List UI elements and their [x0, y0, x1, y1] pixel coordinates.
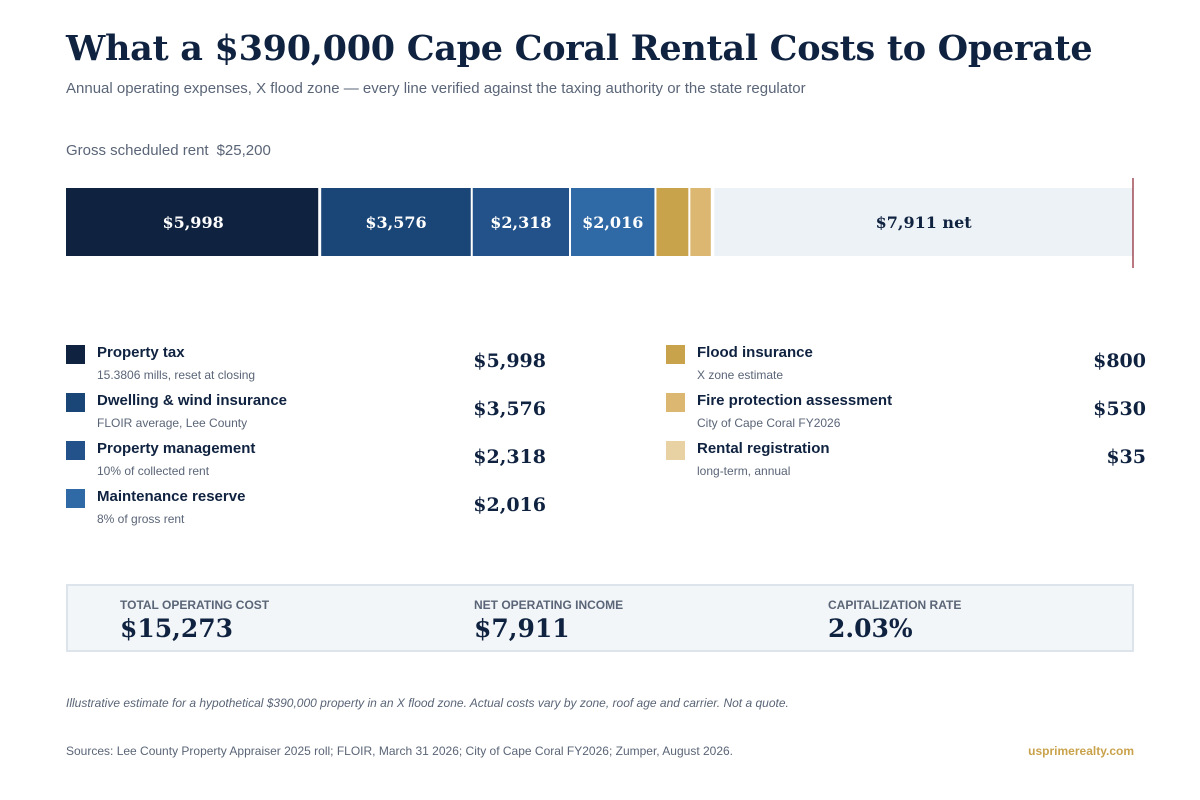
net-operating-income-label: NET OPERATING INCOME [474, 598, 624, 612]
legend-item-note: long-term, annual [697, 464, 791, 478]
cap-rate-label: CAPITALIZATION RATE [828, 598, 962, 612]
legend-item-note: City of Cape Coral FY2026 [697, 416, 841, 430]
legend-item-note: X zone estimate [697, 368, 784, 382]
gross-rent-value: $25,200 [216, 142, 271, 159]
legend-item-note: 8% of gross rent [97, 512, 185, 526]
legend-item: Maintenance reserve 8% of gross rent $2,01… [66, 486, 546, 534]
chart-title: What a $390,000 Cape Coral Rental Costs … [66, 28, 1093, 69]
legend-right: Flood insurance X zone estimate $800 Fire p… [666, 342, 1146, 486]
legend-item-amount: $2,016 [473, 494, 546, 516]
gross-rent-caption: Gross scheduled rent [66, 142, 209, 159]
expense-segment [570, 188, 655, 256]
legend-item-name: Maintenance reserve [97, 488, 246, 505]
cap-rate-value: 2.03% [828, 614, 913, 643]
legend-item-name: Dwelling & wind insurance [97, 392, 288, 409]
legend-item: Property tax 15.3806 mills, reset at clos… [66, 342, 546, 390]
chart-subtitle: Annual operating expenses, X flood zone … [66, 80, 806, 97]
segment-label: $2,016 [582, 213, 643, 232]
bar-chart-svg: $5,998 $3,576 $2,318 $2,016 $7,911 net [66, 178, 1134, 268]
legend-item-amount: $35 [1106, 446, 1146, 468]
legend-swatch [66, 489, 85, 508]
net-operating-income-stat: NET OPERATING INCOME $7,911 [474, 598, 623, 643]
legend-item-amount: $530 [1093, 398, 1146, 420]
segment-label: $2,318 [490, 213, 551, 232]
expense-segment [472, 188, 569, 256]
legend-swatch [666, 441, 685, 460]
legend-item-note: 15.3806 mills, reset at closing [97, 368, 256, 382]
legend-item: Rental registration long-term, annual $35 [666, 438, 1146, 486]
sources-note: Sources: Lee County Property Appraiser 2… [66, 744, 734, 758]
brand-link[interactable]: usprimerealty.com [1028, 744, 1134, 758]
net-income-segment [714, 188, 1133, 256]
legend-item-name: Fire protection assessment [697, 392, 893, 409]
legend-left: Property tax 15.3806 mills, reset at clos… [66, 342, 546, 534]
total-operating-cost-value: $15,273 [120, 614, 234, 643]
gross-rent-label: Gross scheduled rent $25,200 [66, 142, 279, 159]
disclaimer: Illustrative estimate for a hypothetical… [66, 696, 789, 710]
stacked-expense-bar: $5,998 $3,576 $2,318 $2,016 $7,911 net [66, 178, 1134, 268]
legend-item: Dwelling & wind insurance FLOIR average, … [66, 390, 546, 438]
total-operating-cost-stat: TOTAL OPERATING COST $15,273 [120, 598, 269, 643]
segment-label: $3,576 [365, 213, 426, 232]
total-operating-cost-label: TOTAL OPERATING COST [120, 598, 270, 612]
legend-swatch [66, 441, 85, 460]
summary-panel: TOTAL OPERATING COST $15,273 NET OPERATI… [66, 584, 1134, 652]
expense-segment [656, 188, 689, 256]
legend-item-amount: $800 [1093, 350, 1146, 372]
segment-label: $5,998 [162, 213, 223, 232]
legend-item-amount: $2,318 [473, 446, 546, 468]
expense-segment [321, 188, 471, 256]
expense-segment [66, 188, 319, 256]
legend-item-note: 10% of collected rent [97, 464, 210, 478]
legend-item: Fire protection assessment City of Cape C… [666, 390, 1146, 438]
expense-segment [690, 188, 711, 256]
legend-swatch [66, 393, 85, 412]
legend-item-amount: $5,998 [473, 350, 546, 372]
legend-item: Flood insurance X zone estimate $800 [666, 342, 1146, 390]
legend-item-name: Rental registration [697, 440, 830, 457]
legend-item-note: FLOIR average, Lee County [97, 416, 248, 430]
net-income-label: $7,911 net [876, 213, 973, 232]
legend-swatch [666, 345, 685, 364]
cap-rate-stat: CAPITALIZATION RATE 2.03% [828, 598, 961, 643]
legend-item-name: Property tax [97, 344, 185, 361]
legend-item: Property management 10% of collected rent… [66, 438, 546, 486]
legend-item-name: Property management [97, 440, 256, 457]
net-operating-income-value: $7,911 [474, 614, 570, 643]
legend-swatch [666, 393, 685, 412]
legend-item-name: Flood insurance [697, 344, 813, 361]
legend-item-amount: $3,576 [473, 398, 546, 420]
legend-swatch [66, 345, 85, 364]
